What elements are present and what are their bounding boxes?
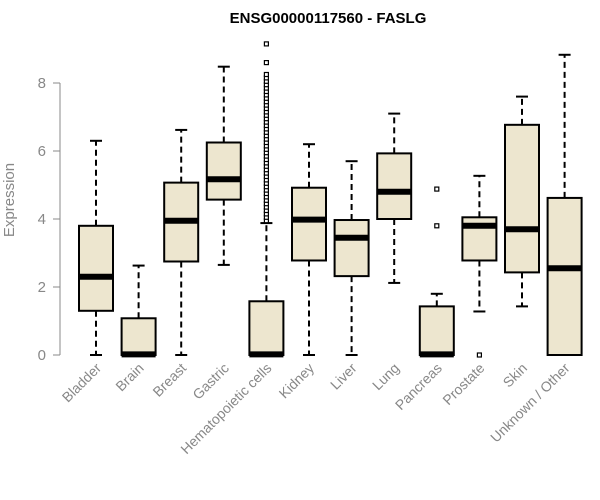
box-brain bbox=[120, 264, 157, 358]
boxes bbox=[78, 41, 583, 358]
y-tick-label: 2 bbox=[38, 279, 46, 296]
category-label: Kidney bbox=[276, 360, 318, 402]
box-unknown-other bbox=[546, 53, 583, 356]
category-label: Bladder bbox=[59, 360, 105, 406]
category-label: Pancreas bbox=[392, 360, 445, 413]
outlier-point bbox=[434, 223, 440, 229]
y-axis-label: Expression bbox=[1, 163, 18, 237]
box-prostate bbox=[461, 174, 498, 358]
box-liver bbox=[333, 160, 370, 356]
category-label: Brain bbox=[112, 360, 146, 394]
box-bladder bbox=[78, 139, 114, 356]
iqr-box bbox=[120, 317, 157, 356]
iqr-box bbox=[205, 141, 242, 201]
outlier-point bbox=[476, 352, 482, 358]
outlier-point bbox=[434, 186, 440, 192]
box-pancreas bbox=[418, 186, 455, 358]
y-tick-label: 0 bbox=[38, 347, 46, 364]
iqr-box bbox=[504, 123, 540, 274]
category-label: Skin bbox=[500, 360, 531, 391]
outlier-point bbox=[263, 71, 269, 78]
category-label: Unknown / Other bbox=[487, 360, 573, 446]
box-hematopoietic-cells bbox=[248, 41, 285, 358]
category-label: Prostate bbox=[439, 360, 487, 408]
chart-title: ENSG00000117560 - FASLG bbox=[230, 10, 427, 27]
category-label: Liver bbox=[327, 360, 360, 393]
box-gastric bbox=[205, 65, 242, 266]
box-skin bbox=[504, 95, 540, 308]
y-tick-label: 4 bbox=[38, 211, 46, 228]
outlier-point bbox=[263, 41, 269, 47]
y-axis: 0 2 4 6 8 bbox=[38, 75, 61, 364]
iqr-box bbox=[78, 224, 114, 312]
iqr-box bbox=[546, 196, 583, 356]
category-label: Breast bbox=[149, 360, 189, 400]
iqr-box bbox=[291, 186, 327, 262]
iqr-box bbox=[376, 152, 413, 221]
box-breast bbox=[163, 128, 200, 356]
iqr-box bbox=[333, 219, 370, 278]
category-label: Lung bbox=[369, 360, 402, 393]
outlier-point bbox=[263, 59, 269, 66]
box-kidney bbox=[291, 143, 327, 356]
iqr-box bbox=[248, 300, 285, 356]
y-tick-label: 6 bbox=[38, 143, 46, 160]
category-label: Gastric bbox=[189, 360, 232, 403]
iqr-box bbox=[418, 305, 455, 357]
box-lung bbox=[376, 112, 413, 284]
y-tick-label: 8 bbox=[38, 75, 46, 92]
